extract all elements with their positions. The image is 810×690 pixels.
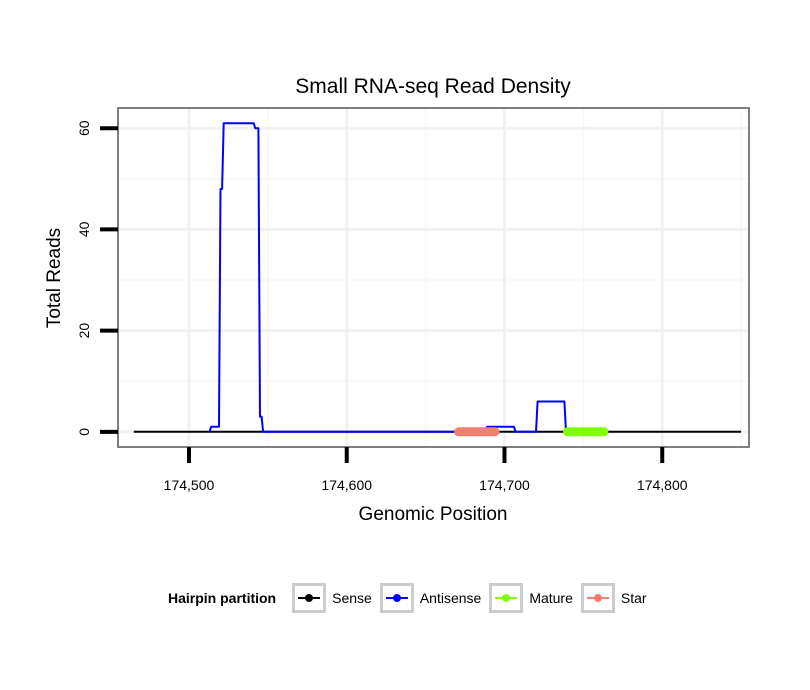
legend-label: Antisense bbox=[419, 590, 482, 606]
legend-item-antisense: Antisense bbox=[379, 583, 483, 613]
legend-key-star bbox=[580, 583, 615, 613]
x-axis: 174,500 174,600 174,700 174,800 bbox=[164, 447, 688, 493]
legend-item-star: Star bbox=[580, 583, 649, 613]
y-axis-label: Total Reads bbox=[44, 228, 65, 328]
legend-item-mature: Mature bbox=[489, 583, 575, 613]
plot-panel bbox=[118, 108, 749, 447]
x-tick-label: 174,500 bbox=[164, 477, 215, 493]
grid-minor bbox=[118, 108, 749, 447]
legend-item-sense: Sense bbox=[292, 583, 374, 613]
x-tick-label: 174,800 bbox=[637, 477, 688, 493]
legend-key-mature bbox=[489, 583, 524, 613]
x-tick-label: 174,700 bbox=[479, 477, 530, 493]
legend-label: Sense bbox=[332, 590, 372, 606]
y-tick-label: 40 bbox=[76, 221, 92, 237]
plot-border bbox=[117, 107, 750, 448]
legend-key-sense bbox=[292, 583, 327, 613]
legend-label: Star bbox=[620, 590, 647, 606]
legend: Hairpin partition Sense Antisense Mature St… bbox=[168, 580, 655, 616]
y-tick-label: 20 bbox=[76, 323, 92, 339]
x-axis-label: Genomic Position bbox=[359, 504, 508, 525]
legend-label: Mature bbox=[529, 590, 573, 606]
series-layer bbox=[133, 122, 742, 437]
y-tick-label: 0 bbox=[76, 428, 92, 436]
series-line-antisense bbox=[208, 122, 567, 433]
x-tick-label: 174,600 bbox=[321, 477, 372, 493]
legend-key-antisense bbox=[379, 583, 414, 613]
y-axis: 0 20 40 60 bbox=[76, 120, 118, 436]
legend-title: Hairpin partition bbox=[168, 590, 277, 606]
y-tick-label: 60 bbox=[76, 120, 92, 136]
chart-title: Small RNA-seq Read Density bbox=[295, 75, 571, 98]
